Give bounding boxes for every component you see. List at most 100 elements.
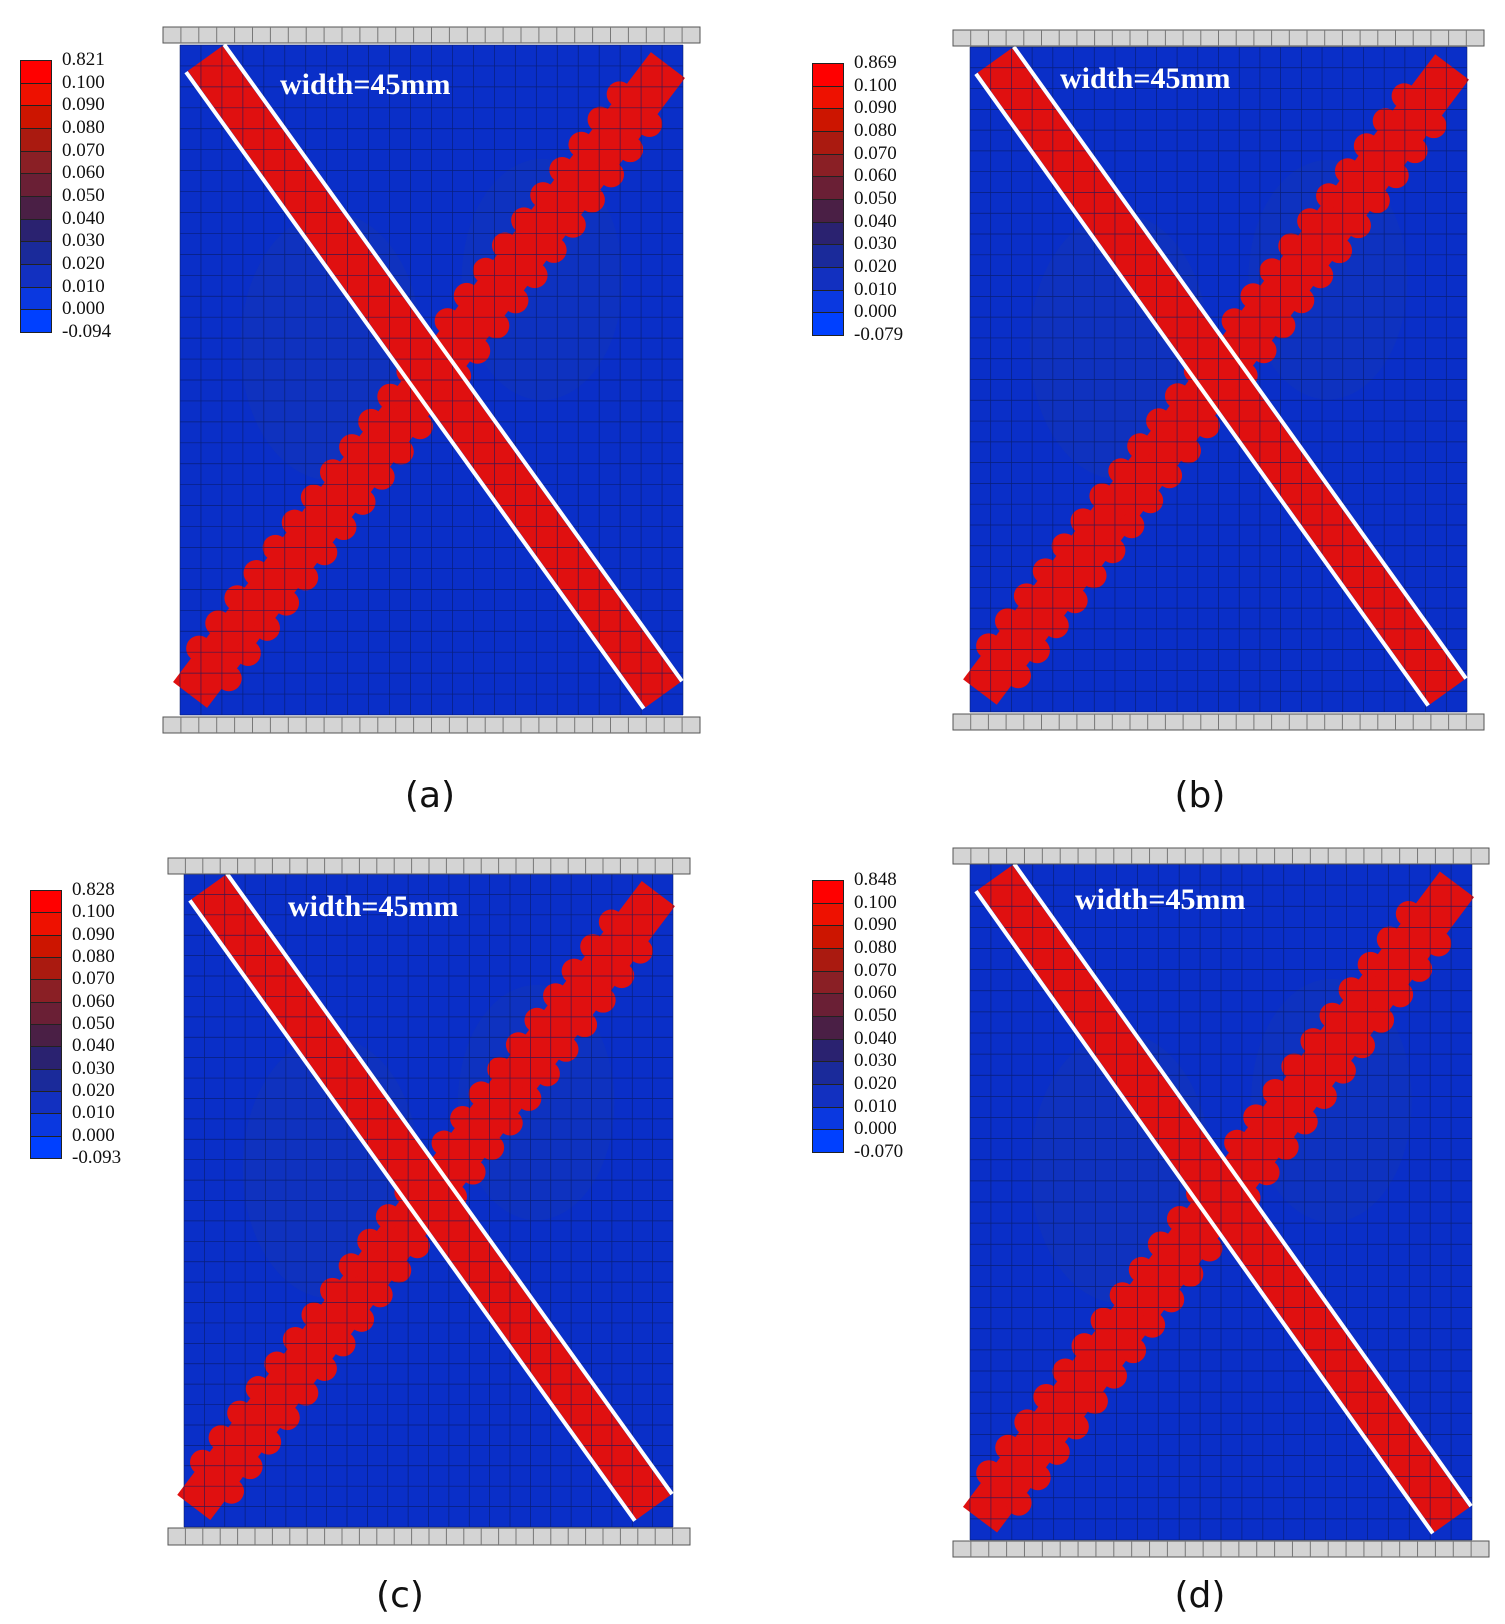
band-scallop — [407, 413, 433, 440]
band-scallop — [1071, 1333, 1098, 1359]
mesh-grid — [969, 46, 1468, 713]
band-scallop — [445, 363, 472, 389]
band-scallop — [995, 1434, 1021, 1461]
band-scallop — [1118, 512, 1145, 539]
legend-label: 0.010 — [854, 1095, 897, 1117]
band-scallop — [1319, 1002, 1346, 1029]
legend-label: 0.010 — [62, 275, 105, 297]
band-scallop — [1345, 212, 1371, 239]
legend-label: 0.000 — [62, 298, 105, 320]
band-scallop — [292, 564, 319, 591]
legend-label: -0.093 — [72, 1147, 122, 1168]
band-scallop — [1421, 112, 1447, 139]
band-scallop — [1259, 258, 1285, 284]
band-scallop — [609, 963, 635, 989]
band-scallop — [1166, 1206, 1193, 1232]
band-scallop — [636, 111, 663, 137]
panel-a: 0.821 0.100 0.090 0.080 0.070 0.060 0.050 0.040… — [0, 0, 750, 816]
band-scallop — [1081, 562, 1107, 589]
band-scallop — [1251, 337, 1277, 364]
legend-label: 0.100 — [72, 901, 115, 923]
band-scallop — [1158, 1286, 1185, 1313]
band-scallop — [560, 212, 586, 238]
band-scallop — [369, 464, 395, 490]
band-scallop — [453, 282, 480, 309]
legend-swatch — [812, 1106, 844, 1131]
band-scallop — [1082, 1388, 1108, 1415]
band-scallop — [1395, 901, 1422, 927]
legend-label: 0.020 — [62, 253, 105, 274]
band-scallop — [1014, 1409, 1040, 1435]
band-scallop — [1175, 437, 1201, 464]
crack-line-right — [222, 43, 684, 683]
band-scallop — [534, 1061, 560, 1087]
caption-a: (a) — [404, 775, 456, 816]
band-scallop — [1183, 358, 1210, 384]
legend-swatch — [812, 1129, 844, 1153]
legend-swatch — [812, 993, 844, 1017]
band-scallop — [598, 909, 624, 935]
band-scallop — [1353, 133, 1380, 159]
caption-c: (c) — [376, 1575, 424, 1616]
band-scallop — [1281, 1053, 1307, 1080]
legend-label: 0.000 — [72, 1124, 115, 1146]
width-label-a: width=45mm — [280, 68, 451, 101]
band-scallop — [1013, 583, 1040, 609]
band-scallop — [274, 1405, 300, 1431]
band-scallop — [483, 312, 510, 339]
band-scallop — [627, 938, 653, 964]
band-scallop — [273, 589, 300, 616]
legend-label: 0.020 — [854, 256, 897, 277]
band-scallop — [1156, 462, 1183, 489]
legend-label: 0.090 — [72, 923, 115, 945]
band-scallop — [1357, 951, 1384, 978]
band-scallop — [1221, 308, 1247, 334]
band-scallop — [541, 237, 567, 263]
legend-label: 0.060 — [854, 982, 897, 1004]
band-scallop — [227, 1400, 253, 1426]
caption-d: (d) — [1174, 1575, 1226, 1616]
band-scallop — [1139, 1312, 1166, 1338]
band-scallop — [388, 438, 414, 465]
contour-plot-b — [952, 29, 1485, 731]
legend-label: 0.070 — [854, 142, 897, 164]
band-scallop — [1349, 1032, 1375, 1059]
panel-c: 0.828 0.100 0.090 0.080 0.070 0.060 0.050 0.040… — [0, 0, 750, 1624]
legend-label: 0.060 — [854, 165, 897, 187]
crack-line-right — [225, 872, 674, 1496]
band-scallop — [450, 1105, 476, 1131]
legend-label: 0.030 — [854, 233, 897, 255]
band-scallop — [338, 1253, 364, 1279]
band-scallop — [311, 1356, 337, 1381]
band-scallop — [300, 484, 327, 511]
crack-line-right — [1012, 45, 1468, 680]
band-scallop — [511, 207, 537, 234]
legend-label: 0.030 — [72, 1057, 115, 1079]
band-scallop — [237, 1454, 263, 1480]
legend-swatch — [812, 902, 844, 927]
band-scallop — [256, 1429, 282, 1455]
band-scallop — [1127, 433, 1153, 459]
band-scallop — [1338, 977, 1365, 1003]
band-scallop — [464, 338, 491, 364]
band-scallop — [330, 514, 357, 541]
legend-swatch — [812, 948, 844, 972]
legend-label: 0.010 — [72, 1102, 115, 1124]
band-scallop — [208, 1425, 234, 1451]
band-scallop — [1025, 1464, 1051, 1491]
band-scallop — [1185, 1180, 1212, 1207]
legend-label: 0.040 — [72, 1035, 115, 1057]
band-scallop — [1062, 587, 1088, 614]
band-scallop — [1224, 1129, 1250, 1156]
band-scallop — [404, 1233, 430, 1259]
band-scallop — [579, 186, 605, 213]
legend-label: -0.070 — [854, 1141, 904, 1162]
legend-label: 0.000 — [854, 1118, 897, 1140]
band-scallop — [367, 1282, 393, 1308]
crack-line-left — [974, 72, 1430, 707]
crack-line-left — [188, 899, 637, 1522]
band-scallop — [311, 539, 338, 566]
band-scallop — [1334, 158, 1361, 184]
band-scallop — [590, 987, 616, 1013]
